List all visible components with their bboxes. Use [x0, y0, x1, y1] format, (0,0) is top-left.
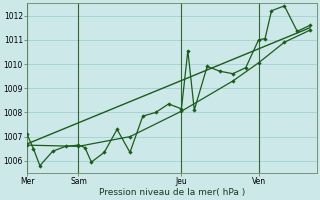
X-axis label: Pression niveau de la mer( hPa ): Pression niveau de la mer( hPa ) [99, 188, 245, 197]
